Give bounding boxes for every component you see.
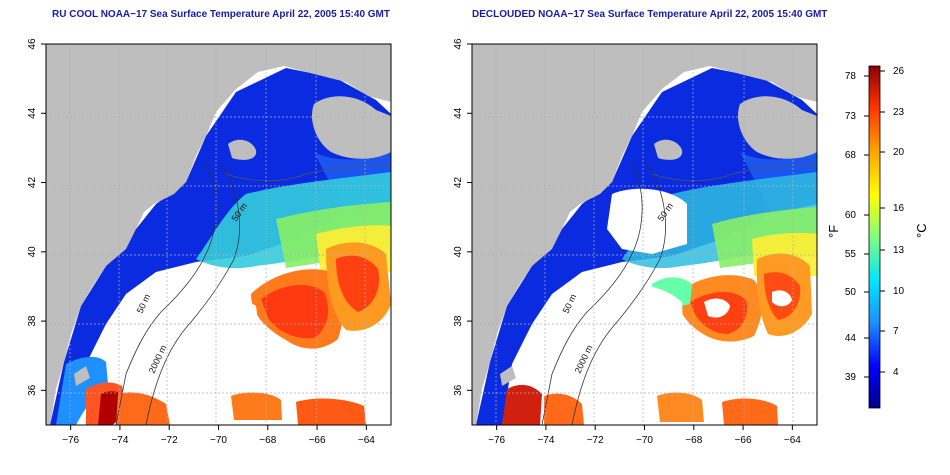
right-map-frame: 50 m 50 m 2000 m (471, 43, 818, 426)
left-y-tick-label: 46 (27, 38, 38, 50)
axis-ticks: −76 −74 −72 −70 −68 −66 −64 36 38 40 42 44 46 −76 −74 −… (27, 38, 801, 446)
colorbar-c-tick: 26 (893, 66, 905, 77)
left-map-surface: 50 m 50 m 2000 m (46, 44, 391, 425)
colorbar-f-tick: 39 (845, 372, 857, 383)
celsius-label: °C (914, 223, 929, 238)
right-x-tick-label: −66 (735, 435, 752, 446)
left-y-tick-label: 38 (27, 315, 38, 327)
right-y-tick-label: 36 (453, 384, 464, 396)
left-y-tick-label: 42 (27, 177, 38, 189)
right-x-tick-label: −68 (685, 435, 702, 446)
colorbar-c-tick: 10 (893, 286, 905, 297)
right-y-tick-label: 38 (453, 315, 464, 327)
colorbar-f-tick: 73 (845, 111, 857, 122)
left-x-tick-label: −76 (62, 435, 79, 446)
left-x-tick-label: −68 (259, 435, 276, 446)
left-map-frame: 50 m 50 m 2000 m (45, 43, 392, 426)
right-x-tick-label: −72 (587, 435, 604, 446)
left-y-tick-label: 44 (27, 107, 38, 119)
right-y-tick-label: 46 (453, 38, 464, 50)
left-y-tick-label: 40 (27, 246, 38, 258)
right-y-tick-label: 42 (453, 177, 464, 189)
colorbar-f-tick: 68 (845, 150, 857, 161)
colorbar-f-tick: 44 (845, 333, 857, 344)
colorbar-f-tick: 60 (845, 210, 857, 221)
right-x-tick-label: −64 (784, 435, 801, 446)
right-x-tick-label: −70 (636, 435, 653, 446)
colorbar-c-tick: 13 (893, 245, 905, 256)
right-x-tick-label: −76 (488, 435, 505, 446)
colorbar-f-tick: 55 (845, 249, 857, 260)
left-x-tick-label: −66 (309, 435, 326, 446)
colorbar-c-tick: 20 (893, 147, 905, 158)
left-x-tick-label: −74 (111, 435, 128, 446)
fahrenheit-label: °F (826, 225, 841, 238)
colorbar-gradient (868, 65, 881, 409)
colorbar-c-tick: 4 (893, 367, 899, 378)
colorbar-f-tick: 50 (845, 287, 857, 298)
left-x-tick-label: −64 (358, 435, 375, 446)
right-x-tick-label: −74 (537, 435, 554, 446)
right-y-tick-label: 44 (453, 107, 464, 119)
left-x-tick-label: −72 (161, 435, 178, 446)
colorbar-c-tick: 7 (893, 326, 899, 337)
left-y-tick-label: 36 (27, 384, 38, 396)
right-panel-title: DECLOUDED NOAA−17 Sea Surface Temperatur… (472, 9, 828, 20)
left-x-tick-label: −70 (210, 435, 227, 446)
right-map-surface: 50 m 50 m 2000 m (472, 44, 817, 425)
colorbar-c-tick: 23 (893, 107, 905, 118)
colorbar: °F °C 78 73 68 60 55 50 44 39 26 23 20 16 13 10 7 4 (826, 65, 929, 409)
left-panel-title: RU COOL NOAA−17 Sea Surface Temperature … (52, 9, 390, 20)
right-y-tick-label: 40 (453, 246, 464, 258)
colorbar-f-tick: 78 (845, 71, 857, 82)
colorbar-c-tick: 16 (893, 203, 905, 214)
